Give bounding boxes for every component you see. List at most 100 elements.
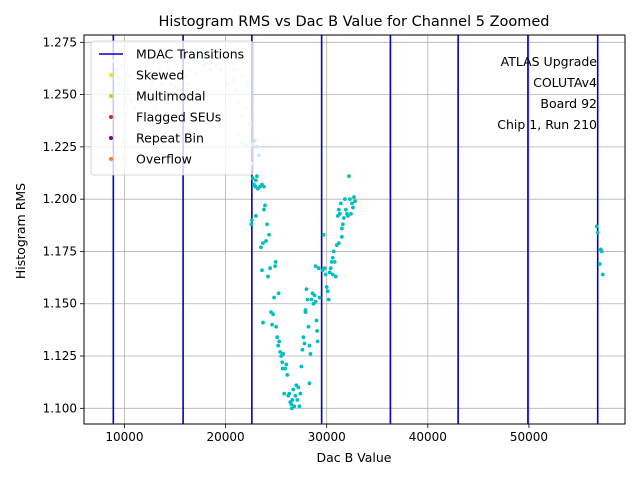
data-point (350, 201, 354, 206)
data-point (285, 372, 290, 377)
data-point (306, 324, 311, 329)
annotation-line: Board 92 (540, 96, 597, 111)
data-point (295, 398, 300, 402)
data-point (352, 195, 356, 199)
data-point (307, 343, 312, 348)
data-point (262, 184, 266, 189)
data-point (260, 268, 264, 273)
data-point (299, 364, 304, 369)
data-point (309, 297, 314, 302)
data-point (339, 234, 344, 239)
y-tick-label: 1.100 (43, 401, 77, 415)
data-point (293, 393, 298, 398)
data-point (250, 176, 255, 181)
data-point (312, 293, 317, 298)
data-point (289, 406, 294, 411)
data-point (351, 205, 355, 210)
y-axis-label: Histogram RMS (13, 183, 28, 279)
annotation-line: ATLAS Upgrade (501, 54, 598, 69)
plot-frame (83, 34, 626, 425)
data-point (272, 295, 277, 300)
legend-label: MDAC Transitions (136, 47, 244, 62)
data-point (316, 266, 321, 271)
data-point (257, 153, 261, 158)
data-point (291, 387, 296, 392)
x-tick-label: 20000 (206, 430, 244, 444)
data-point (330, 255, 335, 260)
data-point (348, 197, 352, 202)
data-point (282, 391, 287, 396)
y-tick-label: 1.225 (43, 140, 77, 154)
data-point (313, 264, 318, 268)
data-point (259, 245, 263, 250)
legend-swatch-dot (109, 73, 113, 77)
annotation-line: COLUTAv4 (533, 75, 597, 90)
data-point (330, 272, 335, 277)
legend: MDAC Transitions Skewed Multimodal Flagged … (90, 40, 254, 176)
data-point (276, 291, 281, 296)
y-tick-label: 1.250 (43, 88, 77, 102)
data-point (276, 343, 281, 348)
data-point (314, 318, 319, 323)
data-point (344, 207, 348, 212)
data-point (324, 285, 329, 289)
data-point (273, 264, 278, 268)
data-point (278, 349, 283, 354)
y-tick-label: 1.175 (43, 244, 77, 258)
data-point (307, 381, 312, 386)
data-point (268, 266, 272, 271)
data-point (332, 260, 337, 264)
data-point (281, 352, 286, 356)
data-point (339, 226, 344, 231)
data-point (302, 341, 307, 346)
data-point (315, 329, 319, 333)
data-point (322, 266, 327, 271)
data-point (349, 211, 353, 216)
data-point (283, 366, 288, 371)
data-point (308, 352, 313, 356)
data-point (321, 232, 326, 237)
data-point (342, 197, 347, 202)
data-point (253, 184, 258, 189)
data-point (265, 222, 269, 227)
data-point (328, 266, 333, 271)
data-point (296, 385, 301, 390)
data-point (297, 404, 302, 409)
data-point (287, 391, 292, 396)
data-point (303, 308, 308, 312)
data-point (249, 222, 254, 227)
data-point (595, 230, 600, 235)
legend-swatch-dot (109, 157, 113, 161)
data-point (292, 404, 297, 409)
data-point (273, 260, 278, 264)
data-point (255, 144, 259, 149)
data-point (262, 207, 266, 212)
x-tick-label: 30000 (308, 430, 346, 444)
x-tick-label: 40000 (409, 430, 447, 444)
data-point (280, 360, 285, 365)
data-point (271, 312, 275, 317)
data-point (270, 322, 274, 327)
data-point (338, 201, 343, 206)
data-point (249, 218, 254, 222)
data-point (298, 391, 303, 396)
data-point (263, 203, 267, 208)
x-axis-ticks: 10000 20000 30000 40000 50000 (105, 424, 548, 444)
data-point (336, 207, 341, 212)
x-tick-label: 10000 (105, 430, 143, 444)
data-point (317, 295, 322, 300)
data-point (255, 174, 259, 179)
data-point (315, 339, 320, 344)
data-point (597, 262, 602, 266)
data-point (313, 299, 318, 304)
data-point (304, 287, 309, 292)
data-point (336, 241, 341, 245)
data-point (305, 297, 310, 302)
annotation-line: Chip 1, Run 210 (497, 117, 597, 132)
legend-label: Repeat Bin (136, 131, 204, 146)
legend-swatch-dot (109, 115, 113, 119)
data-point (267, 232, 271, 237)
legend-box (90, 40, 254, 176)
data-point (254, 178, 258, 183)
